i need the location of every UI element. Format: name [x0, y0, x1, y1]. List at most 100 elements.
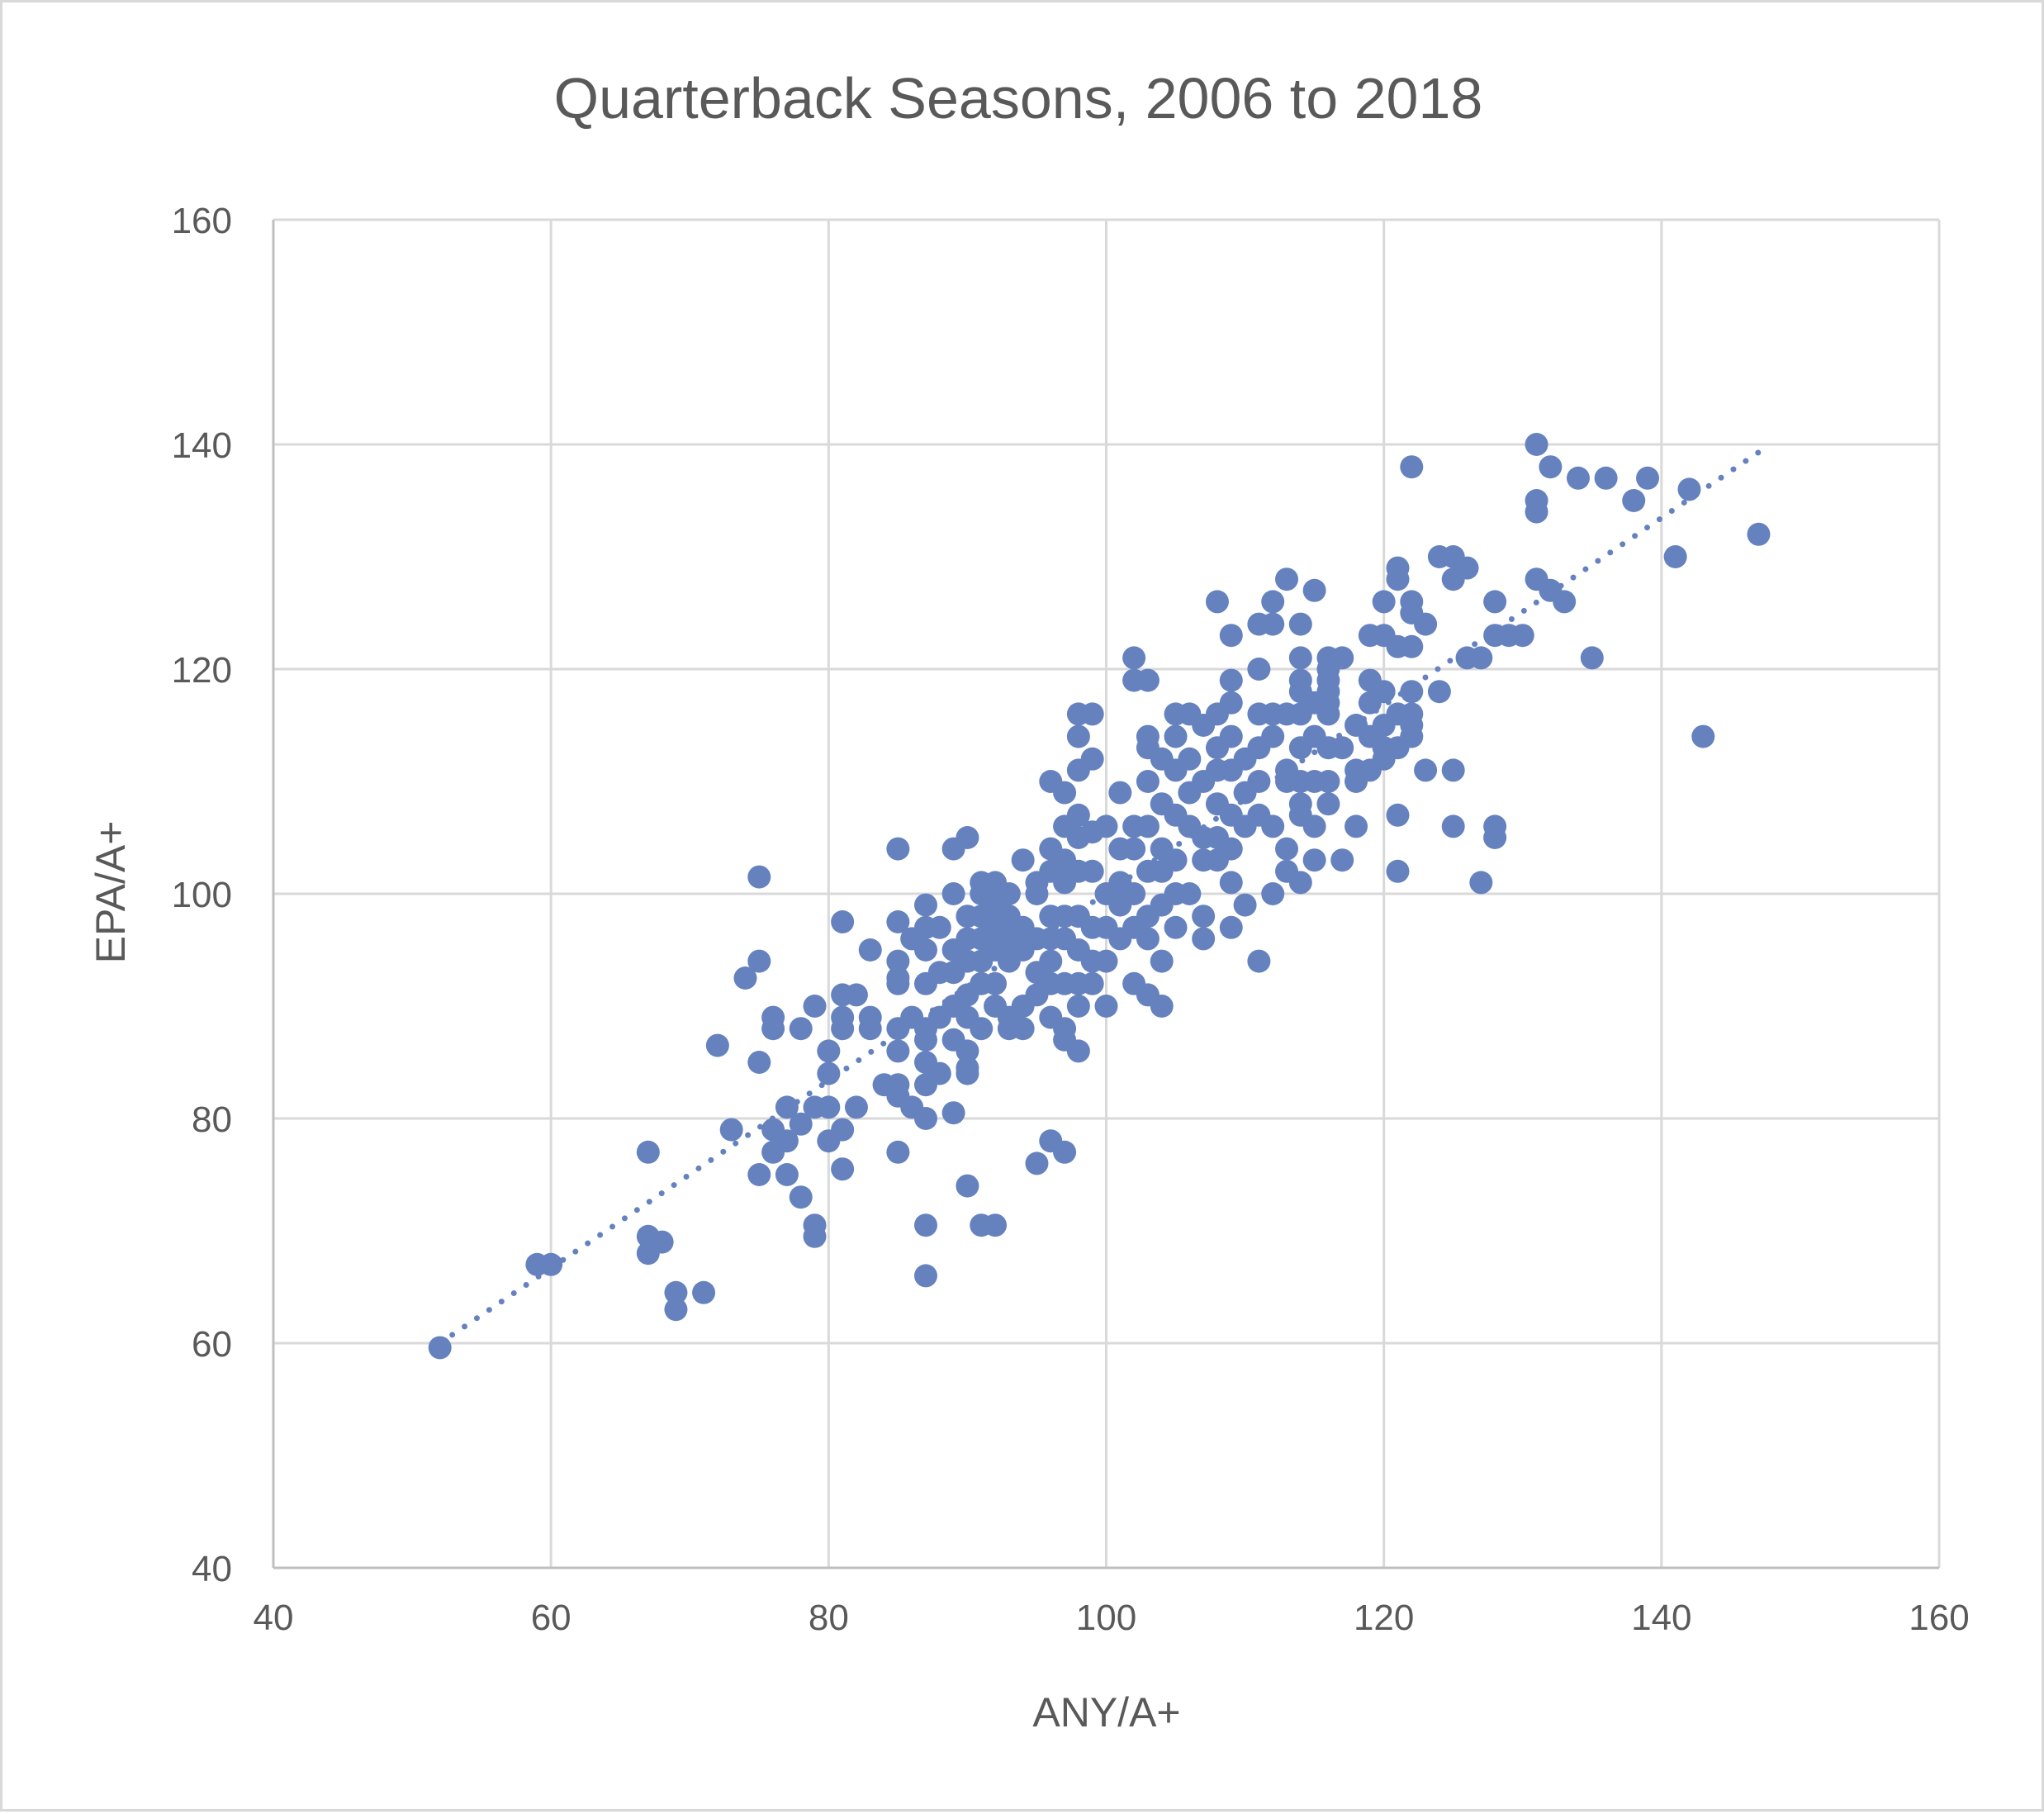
data-point — [927, 1061, 951, 1085]
data-point — [1275, 837, 1299, 861]
data-point — [956, 1174, 979, 1198]
data-point — [1330, 646, 1354, 670]
data-point — [1663, 545, 1687, 568]
data-point — [1594, 466, 1618, 490]
data-point — [747, 865, 771, 889]
data-point — [831, 1157, 855, 1181]
data-point — [747, 1051, 771, 1074]
data-point — [1483, 826, 1507, 849]
data-point — [956, 1061, 979, 1085]
data-point — [1025, 1152, 1049, 1175]
data-point — [913, 1213, 937, 1237]
data-point — [1441, 758, 1465, 782]
data-point — [1094, 814, 1118, 838]
y-tick-label: 140 — [172, 425, 232, 466]
data-point — [831, 1118, 855, 1142]
data-point — [1136, 814, 1160, 838]
data-point — [1622, 489, 1646, 512]
data-point — [761, 1017, 785, 1041]
data-point — [831, 910, 855, 933]
data-point — [1469, 871, 1493, 895]
data-point — [719, 1118, 743, 1142]
data-point — [1164, 724, 1188, 748]
data-point — [1386, 567, 1410, 591]
data-point — [913, 1264, 937, 1288]
data-point — [1386, 859, 1410, 883]
data-point — [636, 1140, 660, 1164]
y-tick-label: 100 — [172, 875, 232, 915]
x-axis-label: ANY/A+ — [1032, 1689, 1180, 1736]
data-point — [1136, 668, 1160, 692]
data-point — [1316, 770, 1340, 793]
data-point — [1302, 814, 1326, 838]
data-point — [1344, 814, 1368, 838]
data-point — [705, 1033, 729, 1057]
data-point — [1427, 680, 1451, 704]
data-point — [1136, 770, 1160, 793]
data-point — [1747, 522, 1771, 546]
data-point — [1233, 893, 1257, 917]
data-point — [1400, 724, 1424, 748]
data-point — [1525, 500, 1548, 524]
data-point — [941, 1101, 965, 1125]
data-point — [789, 1112, 813, 1136]
data-point — [428, 1336, 452, 1360]
data-point — [1247, 770, 1271, 793]
y-tick-label: 40 — [192, 1549, 232, 1589]
data-point — [1080, 747, 1104, 771]
data-point — [1247, 658, 1271, 681]
data-point — [1080, 702, 1104, 726]
data-point — [1372, 590, 1396, 614]
data-point — [1275, 567, 1299, 591]
gridlines — [272, 218, 1941, 1569]
data-point — [858, 938, 882, 962]
data-point — [1219, 915, 1243, 939]
x-tick-label: 160 — [1909, 1598, 1969, 1638]
data-point — [886, 949, 910, 973]
data-point — [1219, 871, 1243, 895]
axes — [272, 220, 1939, 1569]
data-point — [1525, 433, 1548, 456]
data-point — [1510, 624, 1534, 648]
data-point — [1288, 646, 1312, 670]
data-point — [1011, 1017, 1035, 1041]
data-point — [1469, 646, 1493, 670]
data-point — [803, 995, 827, 1018]
data-point — [1288, 871, 1312, 895]
data-point — [636, 1242, 660, 1266]
data-point — [1164, 915, 1188, 939]
data-point — [539, 1252, 563, 1276]
data-point — [984, 1213, 1008, 1237]
data-point — [1219, 691, 1243, 715]
data-point — [1455, 556, 1479, 580]
data-point — [886, 971, 910, 995]
data-point — [1400, 455, 1424, 479]
y-tick-label: 160 — [172, 201, 232, 241]
data-point — [1677, 477, 1701, 501]
data-point — [664, 1280, 688, 1304]
data-point — [913, 938, 937, 962]
data-point — [1580, 646, 1604, 670]
data-point — [1108, 781, 1132, 805]
data-point — [1094, 995, 1118, 1018]
data-point — [1066, 803, 1090, 827]
trendline — [437, 449, 1762, 1346]
data-point — [1316, 792, 1340, 816]
data-point — [1080, 859, 1104, 883]
data-point — [1122, 837, 1146, 861]
data-points — [428, 433, 1771, 1360]
data-point — [817, 1061, 841, 1085]
data-point — [817, 1039, 841, 1063]
data-point — [1247, 949, 1271, 973]
data-point — [775, 1129, 799, 1153]
data-point — [747, 949, 771, 973]
data-point — [692, 1280, 716, 1304]
data-point — [1483, 590, 1507, 614]
data-point — [1136, 927, 1160, 951]
y-tick-label: 80 — [192, 1099, 232, 1140]
data-point — [1372, 680, 1396, 704]
data-point — [956, 826, 979, 849]
data-point — [1400, 680, 1424, 704]
data-point — [1261, 612, 1285, 636]
